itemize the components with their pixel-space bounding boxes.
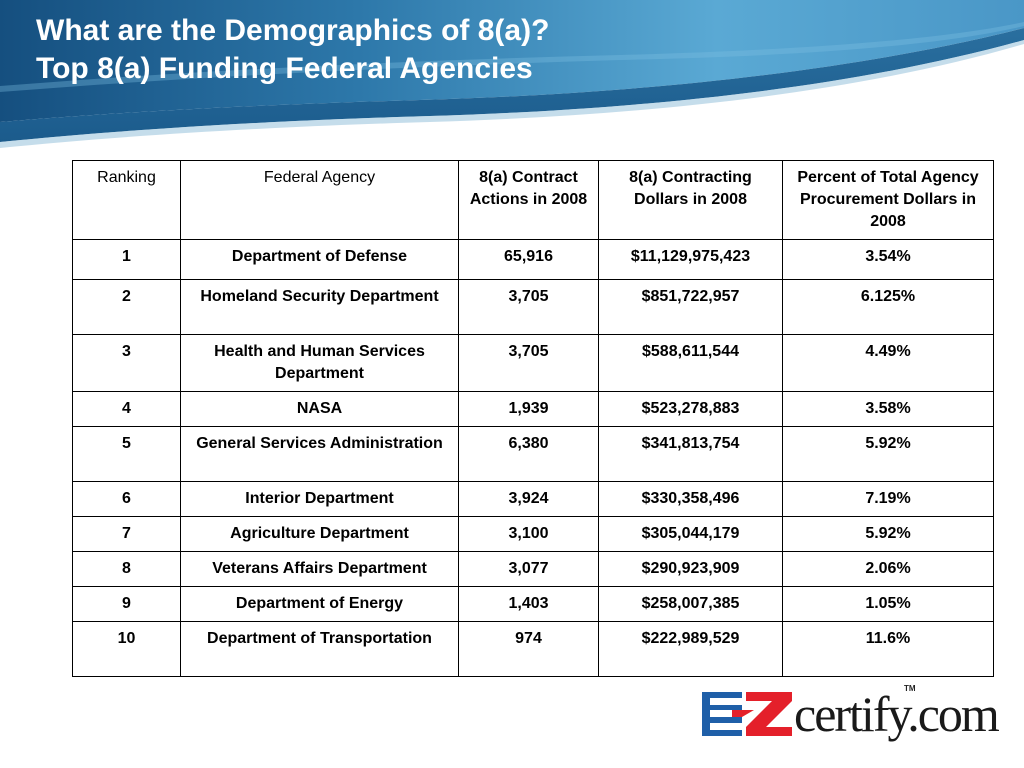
cell-percent: 5.92% xyxy=(782,426,994,482)
table-row: 4 NASA 1,939 $523,278,883 3.58% xyxy=(72,391,994,427)
table-row: 3 Health and Human Services Department 3… xyxy=(72,334,994,392)
trademark-symbol: TM xyxy=(904,684,916,693)
header-wave-graphic xyxy=(0,0,1024,148)
ez-logo-mark-icon xyxy=(702,692,792,736)
cell-agency: Agriculture Department xyxy=(180,516,459,552)
agency-funding-table: Ranking Federal Agency 8(a) Contract Act… xyxy=(72,160,994,677)
cell-percent: 1.05% xyxy=(782,586,994,622)
cell-rank: 4 xyxy=(72,391,181,427)
table-row: 10 Department of Transportation 974 $222… xyxy=(72,621,994,677)
cell-percent: 5.92% xyxy=(782,516,994,552)
header-ranking: Ranking xyxy=(72,160,181,240)
cell-actions: 3,705 xyxy=(458,279,599,335)
cell-percent: 6.125% xyxy=(782,279,994,335)
cell-percent: 2.06% xyxy=(782,551,994,587)
cell-actions: 1,939 xyxy=(458,391,599,427)
table-row: 5 General Services Administration 6,380 … xyxy=(72,426,994,482)
cell-actions: 3,705 xyxy=(458,334,599,392)
header-federal-agency: Federal Agency xyxy=(180,160,459,240)
cell-agency: Department of Energy xyxy=(180,586,459,622)
cell-percent: 7.19% xyxy=(782,481,994,517)
cell-agency: Department of Transportation xyxy=(180,621,459,677)
header-percent-procurement: Percent of Total Agency Procurement Doll… xyxy=(782,160,994,240)
title-line-1: What are the Demographics of 8(a)? xyxy=(36,14,550,47)
cell-agency: Veterans Affairs Department xyxy=(180,551,459,587)
cell-agency: Interior Department xyxy=(180,481,459,517)
cell-rank: 1 xyxy=(72,239,181,280)
cell-percent: 3.58% xyxy=(782,391,994,427)
table-row: 8 Veterans Affairs Department 3,077 $290… xyxy=(72,551,994,587)
cell-agency: General Services Administration xyxy=(180,426,459,482)
cell-agency: Department of Defense xyxy=(180,239,459,280)
table-row: 2 Homeland Security Department 3,705 $85… xyxy=(72,279,994,335)
cell-actions: 65,916 xyxy=(458,239,599,280)
cell-rank: 8 xyxy=(72,551,181,587)
cell-actions: 3,100 xyxy=(458,516,599,552)
cell-rank: 2 xyxy=(72,279,181,335)
table-row: 9 Department of Energy 1,403 $258,007,38… xyxy=(72,586,994,622)
cell-percent: 11.6% xyxy=(782,621,994,677)
header-contract-actions: 8(a) Contract Actions in 2008 xyxy=(458,160,599,240)
cell-agency: Homeland Security Department xyxy=(180,279,459,335)
cell-dollars: $588,611,544 xyxy=(598,334,783,392)
slide-title: What are the Demographics of 8(a)? Top 8… xyxy=(36,12,549,88)
cell-dollars: $851,722,957 xyxy=(598,279,783,335)
cell-actions: 974 xyxy=(458,621,599,677)
table-row: 6 Interior Department 3,924 $330,358,496… xyxy=(72,481,994,517)
cell-rank: 6 xyxy=(72,481,181,517)
cell-actions: 1,403 xyxy=(458,586,599,622)
cell-dollars: $523,278,883 xyxy=(598,391,783,427)
table-row: 1 Department of Defense 65,916 $11,129,9… xyxy=(72,239,994,280)
header-contracting-dollars: 8(a) Contracting Dollars in 2008 xyxy=(598,160,783,240)
cell-dollars: $290,923,909 xyxy=(598,551,783,587)
cell-percent: 4.49% xyxy=(782,334,994,392)
ezcertify-logo: certify.com TM xyxy=(702,684,1000,750)
cell-dollars: $222,989,529 xyxy=(598,621,783,677)
cell-rank: 3 xyxy=(72,334,181,392)
cell-agency: NASA xyxy=(180,391,459,427)
agency-table-container: Ranking Federal Agency 8(a) Contract Act… xyxy=(72,160,994,677)
cell-dollars: $11,129,975,423 xyxy=(598,239,783,280)
cell-rank: 7 xyxy=(72,516,181,552)
cell-dollars: $330,358,496 xyxy=(598,481,783,517)
cell-agency: Health and Human Services Department xyxy=(180,334,459,392)
title-line-2: Top 8(a) Funding Federal Agencies xyxy=(36,52,533,85)
cell-percent: 3.54% xyxy=(782,239,994,280)
cell-actions: 6,380 xyxy=(458,426,599,482)
cell-dollars: $341,813,754 xyxy=(598,426,783,482)
table-row: 7 Agriculture Department 3,100 $305,044,… xyxy=(72,516,994,552)
cell-rank: 9 xyxy=(72,586,181,622)
table-header-row: Ranking Federal Agency 8(a) Contract Act… xyxy=(72,160,994,240)
cell-dollars: $258,007,385 xyxy=(598,586,783,622)
logo-wordmark: certify.com xyxy=(794,686,1000,742)
cell-actions: 3,077 xyxy=(458,551,599,587)
header-banner: What are the Demographics of 8(a)? Top 8… xyxy=(0,0,1024,160)
cell-dollars: $305,044,179 xyxy=(598,516,783,552)
cell-rank: 5 xyxy=(72,426,181,482)
cell-actions: 3,924 xyxy=(458,481,599,517)
cell-rank: 10 xyxy=(72,621,181,677)
